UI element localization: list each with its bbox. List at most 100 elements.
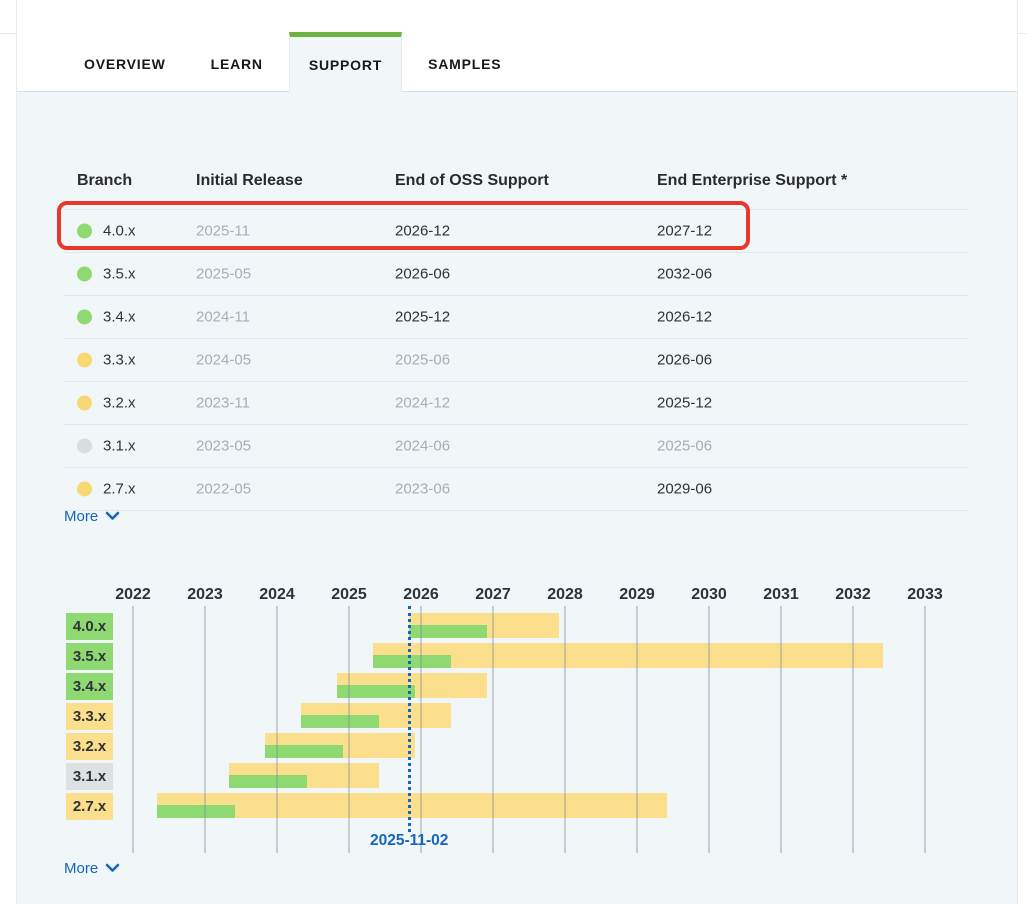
branch-status-dot: [77, 353, 92, 368]
cell-initial-release: 2023-05: [196, 438, 251, 455]
oss-support-bar: [157, 805, 235, 818]
year-gridline: [780, 606, 782, 853]
cell-oss-support-end: 2026-12: [395, 223, 450, 240]
table-more-label: More: [64, 508, 98, 525]
year-gridline: [132, 606, 134, 853]
table-row-4.0.x: 4.0.x 2025-11 2026-12 2027-12: [64, 209, 968, 252]
table-row-3.3.x: 3.3.x 2024-05 2025-06 2026-06: [64, 338, 968, 381]
branch-status-dot: [77, 439, 92, 454]
cell-enterprise-support-end: 2027-12: [657, 223, 712, 240]
branch-name: 3.4.x: [103, 309, 136, 326]
year-gridline: [636, 606, 638, 853]
chevron-down-icon: [105, 863, 120, 873]
branch-status-dot: [77, 224, 92, 239]
cell-enterprise-support-end: 2026-12: [657, 309, 712, 326]
cell-enterprise-support-end: 2025-06: [657, 438, 712, 455]
table-more-button[interactable]: More: [64, 506, 120, 526]
table-row-3.4.x: 3.4.x 2024-11 2025-12 2026-12: [64, 295, 968, 338]
year-gridline: [348, 606, 350, 853]
year-axis-label: 2028: [529, 586, 601, 604]
support-table: Branch Initial Release End of OSS Suppor…: [64, 170, 968, 511]
current-date-line: [408, 606, 411, 832]
year-axis-label: 2022: [97, 586, 169, 604]
current-date-label: 2025-11-02: [339, 832, 479, 850]
cell-enterprise-support-end: 2029-06: [657, 481, 712, 498]
support-page: OVERVIEWLEARNSUPPORTSAMPLES Branch Initi…: [0, 0, 1027, 904]
branch-status-dot: [77, 482, 92, 497]
branch-name: 4.0.x: [103, 223, 136, 240]
year-axis-label: 2023: [169, 586, 241, 604]
year-gridline: [420, 606, 422, 853]
branch-chip-4.0.x: 4.0.x: [66, 613, 113, 640]
support-gantt-chart: 2025-11-02 20222023202420252026202720282…: [0, 580, 1027, 904]
cell-oss-support-end: 2025-12: [395, 309, 450, 326]
tab-learn[interactable]: LEARN: [192, 37, 282, 91]
cell-oss-support-end: 2024-06: [395, 438, 450, 455]
year-axis-label: 2025: [313, 586, 385, 604]
branch-status-dot: [77, 310, 92, 325]
year-axis-label: 2026: [385, 586, 457, 604]
year-axis-label: 2032: [817, 586, 889, 604]
divider: [1018, 33, 1027, 34]
tabbar: OVERVIEWLEARNSUPPORTSAMPLES: [17, 0, 1017, 92]
oss-support-bar: [301, 715, 379, 728]
table-row-3.1.x: 3.1.x 2023-05 2024-06 2025-06: [64, 424, 968, 467]
year-axis-label: 2030: [673, 586, 745, 604]
cell-initial-release: 2023-11: [196, 395, 250, 412]
chevron-down-icon: [105, 511, 120, 521]
cell-initial-release: 2022-05: [196, 481, 251, 498]
table-row-3.2.x: 3.2.x 2023-11 2024-12 2025-12: [64, 381, 968, 424]
table-header-row: Branch Initial Release End of OSS Suppor…: [64, 170, 968, 209]
cell-initial-release: 2024-11: [196, 309, 250, 326]
column-header-oss-support-end: End of OSS Support: [395, 172, 549, 190]
cell-oss-support-end: 2024-12: [395, 395, 450, 412]
branch-chip-3.2.x: 3.2.x: [66, 733, 113, 760]
chart-more-button[interactable]: More: [64, 858, 120, 878]
cell-enterprise-support-end: 2026-06: [657, 352, 712, 369]
branch-chip-2.7.x: 2.7.x: [66, 793, 113, 820]
tab-samples[interactable]: SAMPLES: [409, 37, 520, 91]
year-gridline: [708, 606, 710, 853]
branch-name: 3.3.x: [103, 352, 136, 369]
column-header-enterprise-support-end: End Enterprise Support *: [657, 172, 847, 190]
year-axis-label: 2027: [457, 586, 529, 604]
column-header-branch: Branch: [77, 172, 132, 190]
branch-chip-3.5.x: 3.5.x: [66, 643, 113, 670]
year-gridline: [276, 606, 278, 853]
tab-support[interactable]: SUPPORT: [289, 32, 402, 92]
oss-support-bar: [229, 775, 307, 788]
column-header-initial-release: Initial Release: [196, 172, 303, 190]
cell-oss-support-end: 2023-06: [395, 481, 450, 498]
cell-oss-support-end: 2025-06: [395, 352, 450, 369]
year-gridline: [564, 606, 566, 853]
cell-initial-release: 2025-11: [196, 223, 250, 240]
tab-overview[interactable]: OVERVIEW: [65, 37, 185, 91]
year-axis-label: 2024: [241, 586, 313, 604]
cell-initial-release: 2024-05: [196, 352, 251, 369]
cell-enterprise-support-end: 2032-06: [657, 266, 712, 283]
branch-chip-3.1.x: 3.1.x: [66, 763, 113, 790]
year-gridline: [924, 606, 926, 853]
cell-initial-release: 2025-05: [196, 266, 251, 283]
branch-name: 3.1.x: [103, 438, 136, 455]
branch-name: 3.2.x: [103, 395, 136, 412]
chart-more-label: More: [64, 860, 98, 877]
branch-chip-3.3.x: 3.3.x: [66, 703, 113, 730]
year-gridline: [492, 606, 494, 853]
year-axis-label: 2029: [601, 586, 673, 604]
table-body: 4.0.x 2025-11 2026-12 2027-12 3.5.x 2025-05 20…: [64, 209, 968, 511]
cell-enterprise-support-end: 2025-12: [657, 395, 712, 412]
year-axis-label: 2031: [745, 586, 817, 604]
cell-oss-support-end: 2026-06: [395, 266, 450, 283]
table-row-3.5.x: 3.5.x 2025-05 2026-06 2032-06: [64, 252, 968, 295]
branch-status-dot: [77, 267, 92, 282]
branch-chip-3.4.x: 3.4.x: [66, 673, 113, 700]
oss-support-bar: [373, 655, 451, 668]
year-gridline: [852, 606, 854, 853]
year-axis-label: 2033: [889, 586, 961, 604]
table-row-2.7.x: 2.7.x 2022-05 2023-06 2029-06: [64, 467, 968, 510]
divider: [0, 33, 16, 34]
branch-name: 2.7.x: [103, 481, 136, 498]
year-gridline: [204, 606, 206, 853]
branch-name: 3.5.x: [103, 266, 136, 283]
